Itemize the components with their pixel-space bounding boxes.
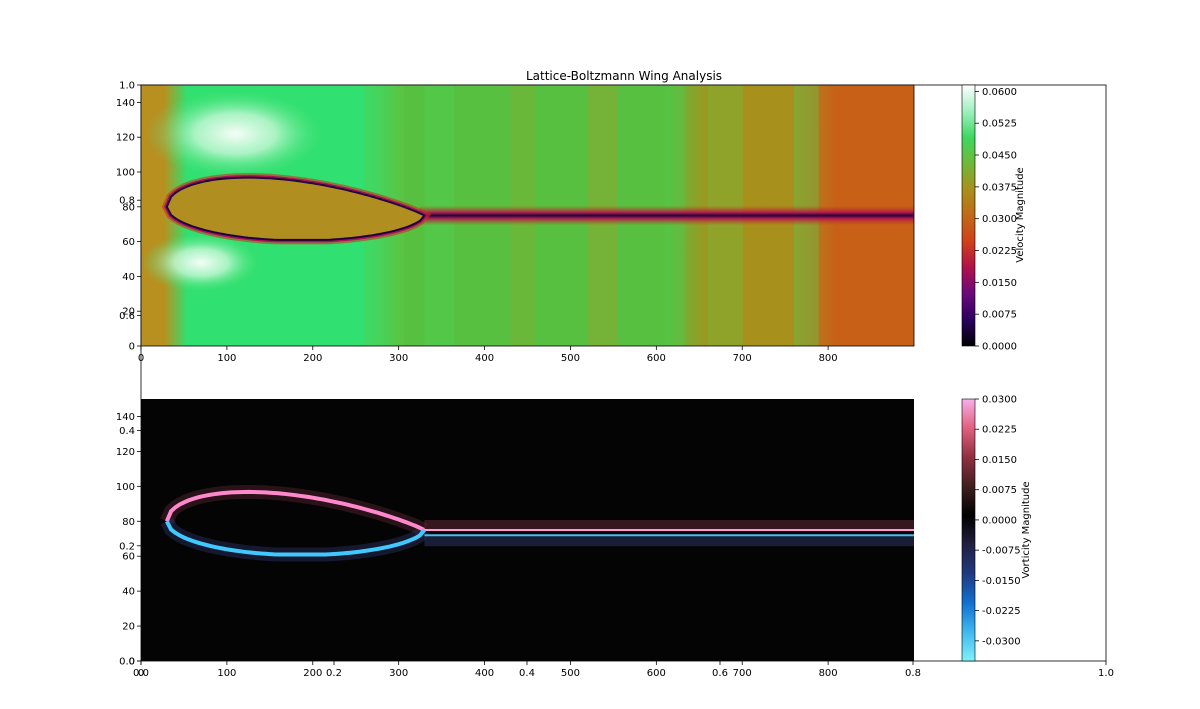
x-tick-label: 600 — [647, 668, 666, 679]
x-tick-label: 300 — [389, 668, 408, 679]
x-tick-label: 300 — [389, 353, 408, 364]
y-tick-label: 80 — [122, 517, 135, 528]
colorbar-tick-label: 0.0075 — [982, 310, 1017, 321]
outer-y-tick-label: 0.8 — [119, 196, 135, 207]
x-tick-label: 400 — [475, 668, 494, 679]
y-tick-label: 0 — [129, 342, 135, 353]
y-tick-label: 40 — [122, 272, 135, 283]
outer-x-tick-label: 0.0 — [133, 668, 149, 679]
velocity-colorbar-label: Velocity Magnitude — [1015, 167, 1026, 262]
vorticity-colorbar-label: Vorticity Magnitude — [1021, 481, 1032, 578]
velocity-axes-frame — [140, 84, 915, 347]
colorbar-tick-label: 0.0300 — [982, 395, 1017, 406]
colorbar-tick-label: -0.0225 — [982, 606, 1021, 617]
y-tick-label: 20 — [122, 307, 135, 318]
outer-y-tick-label: 1.0 — [119, 81, 135, 92]
y-tick-label: 140 — [116, 98, 135, 109]
velocity-colorbar-strip — [961, 84, 976, 347]
vorticity-wake-upper-band — [424, 520, 914, 530]
y-tick-label: 60 — [122, 552, 135, 563]
x-tick-label: 200 — [303, 353, 322, 364]
outer-x-tick-label: 0.2 — [326, 668, 342, 679]
y-tick-label: 100 — [116, 168, 135, 179]
y-tick-label: 40 — [122, 587, 135, 598]
x-tick-label: 800 — [819, 353, 838, 364]
velocity-halo-upper — [145, 88, 326, 179]
x-tick-label: 400 — [475, 353, 494, 364]
y-tick-label: 60 — [122, 237, 135, 248]
x-tick-label: 800 — [819, 668, 838, 679]
outer-y-tick-label: 0.4 — [119, 426, 135, 437]
colorbar-tick-label: 0.0450 — [982, 151, 1017, 162]
velocity-colorbar-ticks: 0.0000 0.0075 0.0150 0.0225 0.0300 0.0375 0.04… — [975, 87, 1017, 353]
colorbar-tick-label: 0.0225 — [982, 425, 1017, 436]
outer-x-tick-label: 0.8 — [905, 668, 921, 679]
colorbar-tick-label: -0.0075 — [982, 546, 1021, 557]
vorticity-axes-ticks: 0 100 200 300 400 500 600 700 800 0 20 40 60 80 100 120… — [116, 412, 838, 679]
y-tick-label: 80 — [122, 202, 135, 213]
colorbar-tick-label: 0.0225 — [982, 246, 1017, 257]
chart-title: Lattice-Boltzmann Wing Analysis — [526, 69, 722, 83]
y-tick-label: 120 — [116, 447, 135, 458]
vorticity-colorbar: 0.0300 0.0225 0.0150 0.0075 0.0000 -0.0075 -0.… — [961, 395, 1032, 662]
y-tick-label: 120 — [116, 133, 135, 144]
colorbar-tick-label: -0.0150 — [982, 576, 1021, 587]
outer-y-tick-label: 0.6 — [119, 311, 135, 322]
colorbar-tick-label: 0.0300 — [982, 214, 1017, 225]
x-tick-label: 700 — [733, 353, 752, 364]
vorticity-lower-edge — [165, 520, 426, 557]
colorbar-tick-label: 0.0525 — [982, 119, 1017, 130]
outer-x-tick-label: 1.0 — [1098, 668, 1114, 679]
vorticity-wake-lower-band — [424, 535, 914, 547]
x-tick-label: 100 — [217, 668, 236, 679]
y-tick-label: 20 — [122, 622, 135, 633]
y-tick-label: 0 — [129, 657, 135, 668]
y-tick-label: 140 — [116, 412, 135, 423]
colorbar-tick-label: 0.0000 — [982, 515, 1017, 526]
colorbar-tick-label: 0.0375 — [982, 182, 1017, 193]
velocity-axes-ticks: 0 100 200 300 400 500 600 700 800 0 20 40 60 80 100 120… — [116, 98, 838, 364]
outer-y-tick-label: 0.0 — [119, 657, 135, 668]
x-tick-label: 500 — [561, 353, 580, 364]
outer-axes-ticks: 0.0 0.2 0.4 0.6 0.8 1.0 0.0 0.2 0.4 0.6 0.8 1.0 — [119, 81, 1114, 680]
velocity-wake — [419, 205, 914, 226]
outer-y-tick-label: 0.2 — [119, 541, 135, 552]
colorbar-tick-label: 0.0075 — [982, 485, 1017, 496]
x-tick-label: 100 — [217, 353, 236, 364]
outer-x-tick-label: 0.4 — [519, 668, 535, 679]
colorbar-tick-label: 0.0150 — [982, 278, 1017, 289]
outer-x-tick-label: 0.6 — [712, 668, 728, 679]
colorbar-tick-label: 0.0000 — [982, 342, 1017, 353]
vorticity-colorbar-ticks: 0.0300 0.0225 0.0150 0.0075 0.0000 -0.0075 -0.… — [975, 395, 1021, 647]
vorticity-upper-edge — [164, 489, 426, 532]
velocity-halo-lower — [141, 232, 262, 293]
x-tick-label: 700 — [733, 668, 752, 679]
x-tick-label: 200 — [303, 668, 322, 679]
colorbar-tick-label: -0.0300 — [982, 636, 1021, 647]
colorbar-tick-label: 0.0150 — [982, 455, 1017, 466]
velocity-colorbar: 0.0000 0.0075 0.0150 0.0225 0.0300 0.0375 0.04… — [961, 84, 1026, 353]
x-tick-label: 0 — [138, 668, 144, 679]
wing-core — [165, 176, 426, 241]
y-tick-label: 100 — [116, 482, 135, 493]
vorticity-heatmap: 0 100 200 300 400 500 600 700 800 0 20 40 60 80 100 120… — [116, 399, 914, 679]
colorbar-tick-label: 0.0600 — [982, 87, 1017, 98]
vorticity-colorbar-strip — [961, 398, 976, 662]
x-tick-label: 600 — [647, 353, 666, 364]
velocity-heatmap: 0 100 200 300 400 500 600 700 800 0 20 40 60 80 100 120… — [116, 84, 915, 364]
x-tick-label: 500 — [561, 668, 580, 679]
x-tick-label: 0 — [138, 353, 144, 364]
